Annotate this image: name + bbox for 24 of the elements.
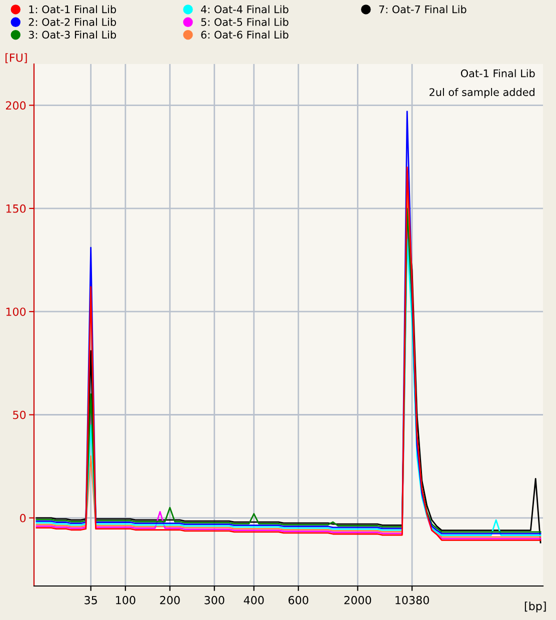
x-tick-label: 10380	[396, 596, 429, 604]
legend-label: 5: Oat-5 Final Lib	[201, 18, 288, 26]
x-tick-label: 300	[204, 596, 224, 604]
legend-label: 3: Oat-3 Final Lib	[28, 30, 116, 39]
annotation: 2ul of sample added	[430, 88, 534, 98]
annotation: Oat-1 Final Lib	[460, 69, 535, 78]
legend-label: 6: Oat-6 Final Lib	[201, 30, 288, 39]
legend-label: 7: Oat-7 Final Lib	[379, 5, 466, 14]
y-tick-label: 100	[6, 308, 26, 316]
x-tick-label: 200	[160, 596, 180, 604]
y-tick-label: 200	[6, 101, 26, 110]
x-axis-title: [bp]	[524, 602, 546, 612]
y-tick-label: 50	[13, 410, 26, 420]
y-tick-label: 0	[20, 514, 26, 522]
x-tick-label: 2000	[344, 596, 372, 604]
legend-label: 4: Oat-4 Final Lib	[200, 5, 288, 14]
y-tick-label: 150	[6, 204, 26, 213]
x-tick-label: 100	[116, 596, 136, 604]
legend-label: 2: Oat-2 Final Lib	[28, 18, 116, 26]
x-tick-label: 600	[288, 596, 308, 604]
x-tick-label: 35	[84, 596, 97, 604]
y-axis-title: [FU]	[6, 53, 27, 64]
legend-label: 1: Oat-1 Final Lib	[29, 5, 116, 14]
x-tick-label: 400	[244, 596, 264, 604]
